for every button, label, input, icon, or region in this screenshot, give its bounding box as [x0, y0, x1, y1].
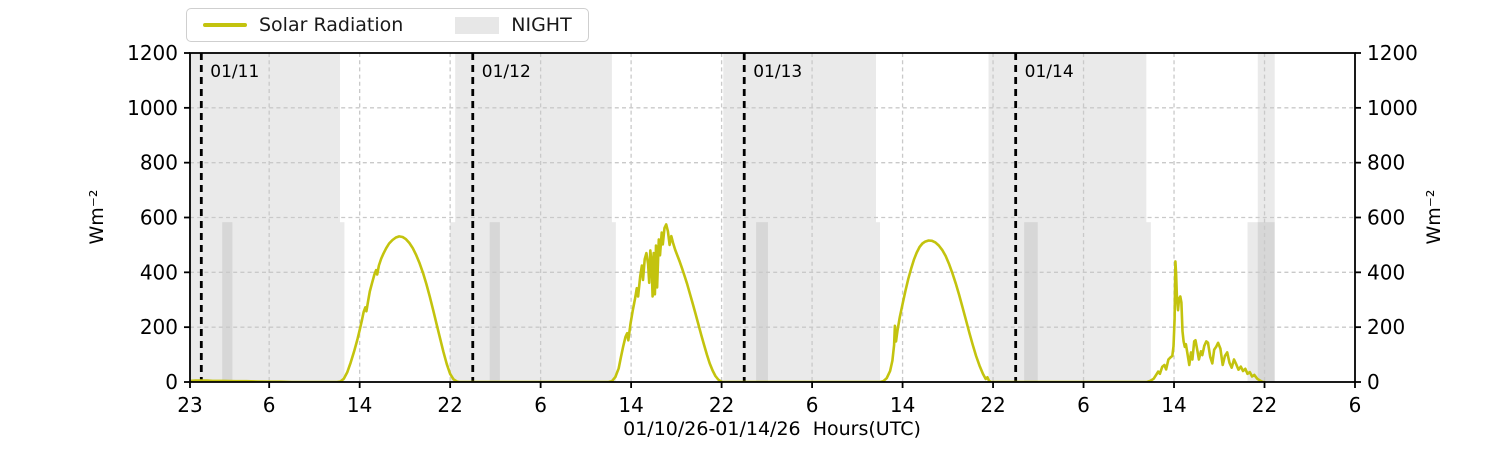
solar-radiation-line [190, 223, 1266, 382]
night-patch-icon [455, 16, 500, 34]
x-tick-label: 14 [1161, 393, 1186, 417]
night-band-low [1024, 222, 1038, 382]
y-axis-label-right: Wm⁻² [1423, 189, 1445, 245]
night-band-low [1146, 222, 1151, 382]
y-tick-label-right: 400 [1367, 260, 1405, 284]
legend-label-solar-radiation: Solar Radiation [259, 14, 404, 36]
y-tick-label-right: 800 [1367, 151, 1405, 175]
y-tick-label-right: 200 [1367, 315, 1405, 339]
night-band-low [222, 222, 233, 382]
night-band-low [489, 222, 500, 382]
day-label: 01/13 [753, 62, 802, 82]
y-tick-label-right: 1200 [1367, 41, 1418, 65]
x-tick-label: 14 [618, 393, 643, 417]
legend-label-night: NIGHT [511, 14, 572, 36]
x-axis-label: 01/10/26-01/14/26 Hours(UTC) [623, 418, 921, 440]
night-band-low [339, 222, 345, 382]
y-tick-label-right: 600 [1367, 206, 1405, 230]
x-tick-label: 23 [177, 393, 202, 417]
day-label: 01/12 [482, 62, 531, 82]
y-tick-label-left: 200 [140, 315, 178, 339]
chart-legend: Solar Radiation NIGHT [186, 8, 589, 42]
y-tick-label-left: 600 [140, 206, 178, 230]
y-tick-label-left: 800 [140, 151, 178, 175]
y-tick-label-right: 0 [1367, 370, 1380, 394]
x-tick-label: 22 [980, 393, 1005, 417]
y-tick-label-left: 1200 [127, 41, 178, 65]
y-tick-label-left: 1000 [127, 96, 178, 120]
night-band-low [450, 222, 456, 382]
y-tick-label-right: 1000 [1367, 96, 1418, 120]
night-band-low [1247, 222, 1275, 382]
x-tick-label: 22 [437, 393, 462, 417]
x-tick-label: 6 [806, 393, 819, 417]
x-tick-label: 22 [1252, 393, 1277, 417]
x-tick-label: 22 [709, 393, 734, 417]
solar-radiation-line-icon [203, 23, 247, 27]
x-tick-label: 14 [890, 393, 915, 417]
night-band [723, 53, 876, 382]
x-tick-label: 14 [347, 393, 372, 417]
night-band-low [756, 222, 768, 382]
x-tick-label: 6 [1077, 393, 1090, 417]
x-tick-label: 6 [534, 393, 547, 417]
day-label: 01/14 [1025, 62, 1074, 82]
y-axis-label-left: Wm⁻² [86, 189, 108, 245]
day-label: 01/11 [210, 62, 259, 82]
x-tick-label: 6 [263, 393, 276, 417]
night-band-low [611, 222, 616, 382]
x-tick-label: 6 [1349, 393, 1362, 417]
night-band-low [875, 222, 880, 382]
y-tick-label-left: 400 [140, 260, 178, 284]
y-tick-label-left: 0 [165, 370, 178, 394]
